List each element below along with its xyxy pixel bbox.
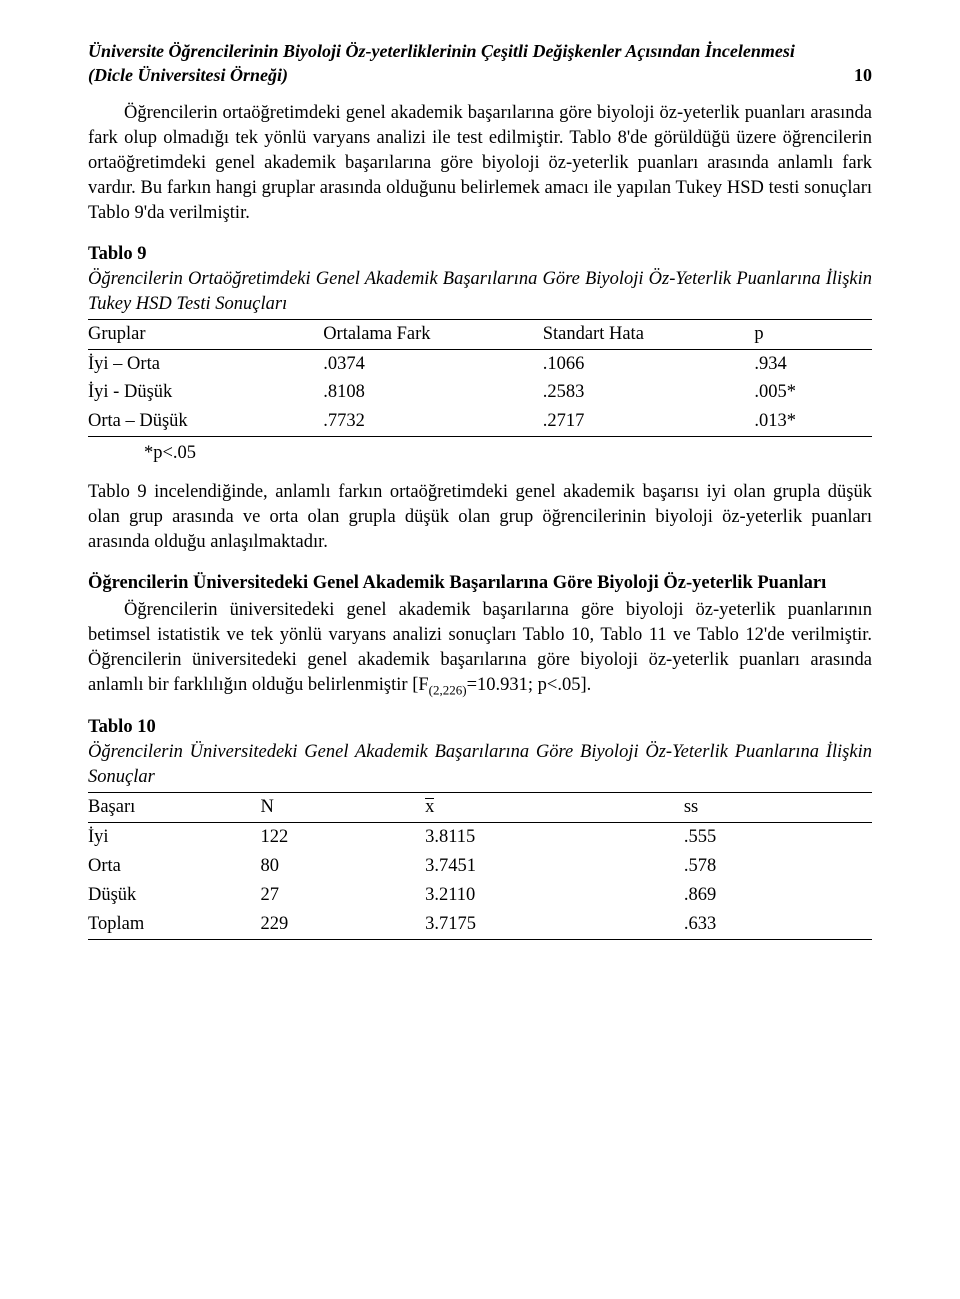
table10-header-row: Başarı N x ss — [88, 793, 872, 823]
table9: Gruplar Ortalama Fark Standart Hata p İy… — [88, 319, 872, 438]
table-row: Orta 80 3.7451 .578 — [88, 852, 872, 881]
table10-label: Tablo 10 — [88, 715, 872, 740]
table9-col-p: p — [754, 319, 872, 349]
table10-caption: Öğrencilerin Üniversitedeki Genel Akadem… — [88, 740, 872, 790]
table-row: İyi – Orta .0374 .1066 .934 — [88, 349, 872, 378]
paragraph-1: Öğrencilerin ortaöğretimdeki genel akade… — [88, 101, 872, 226]
section2-body-b: =10.931; p<.05]. — [467, 675, 592, 695]
table-row: İyi 122 3.8115 .555 — [88, 823, 872, 852]
section2-title: Öğrencilerin Üniversitedeki Genel Akadem… — [88, 571, 872, 596]
table10: Başarı N x ss İyi 122 3.8115 .555 Orta 8… — [88, 792, 872, 940]
table10-col-n: N — [260, 793, 425, 823]
table-row: Orta – Düşük .7732 .2717 .013* — [88, 407, 872, 436]
f-stat-subscript: (2,226) — [429, 683, 467, 698]
table-row: Toplam 229 3.7175 .633 — [88, 910, 872, 939]
section2-body: Öğrencilerin üniversitedeki genel akadem… — [88, 598, 872, 699]
table9-col-sthata: Standart Hata — [543, 319, 755, 349]
table9-footnote: *p<.05 — [88, 441, 872, 466]
table10-col-xbar: x — [425, 793, 684, 823]
running-head-line1: Üniversite Öğrencilerinin Biyoloji Öz-ye… — [88, 40, 872, 63]
paragraph-2: Tablo 9 incelendiğinde, anlamlı farkın o… — [88, 480, 872, 555]
table9-col-gruplar: Gruplar — [88, 319, 323, 349]
table9-col-ortalama: Ortalama Fark — [323, 319, 543, 349]
running-head-subtitle: (Dicle Üniversitesi Örneği) — [88, 63, 288, 87]
table10-col-basari: Başarı — [88, 793, 260, 823]
table10-col-ss: ss — [684, 793, 872, 823]
page-header: Üniversite Öğrencilerinin Biyoloji Öz-ye… — [88, 40, 872, 87]
table9-caption: Öğrencilerin Ortaöğretimdeki Genel Akade… — [88, 267, 872, 317]
table9-label: Tablo 9 — [88, 242, 872, 267]
table9-header-row: Gruplar Ortalama Fark Standart Hata p — [88, 319, 872, 349]
page-number: 10 — [854, 63, 872, 87]
running-head-line2: (Dicle Üniversitesi Örneği) 10 — [88, 63, 872, 87]
table-row: İyi - Düşük .8108 .2583 .005* — [88, 378, 872, 407]
table-row: Düşük 27 3.2110 .869 — [88, 881, 872, 910]
